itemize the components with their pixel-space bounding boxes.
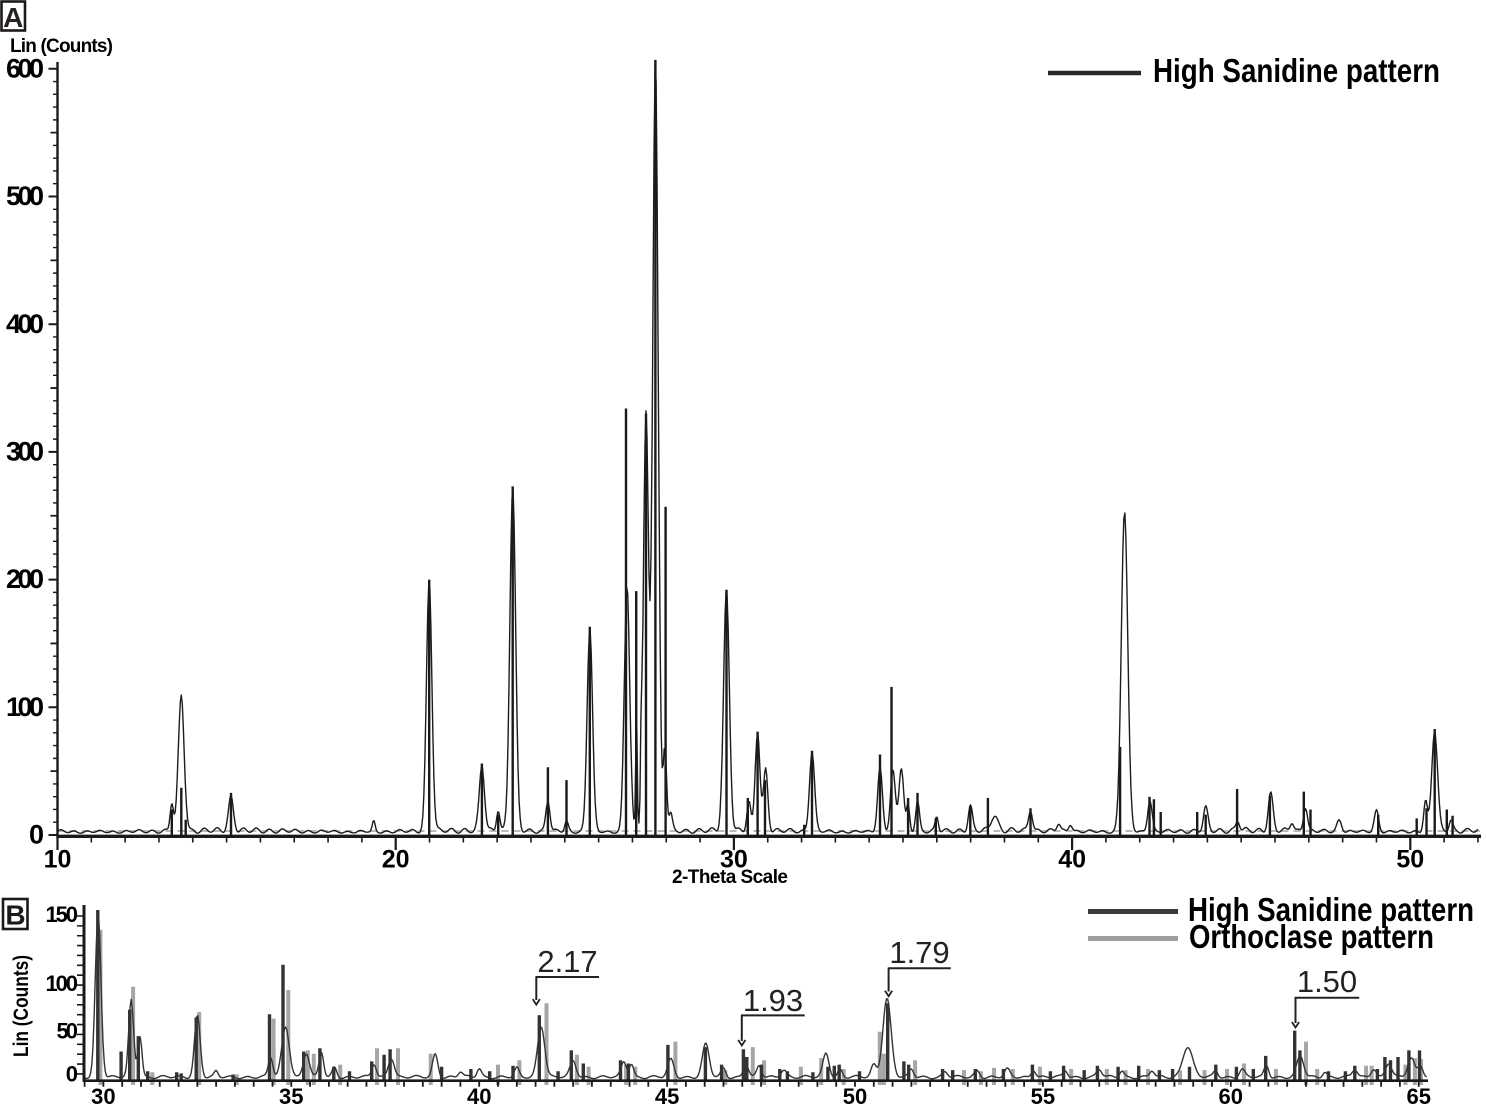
svg-text:30: 30 — [91, 1084, 115, 1109]
svg-text:600: 600 — [6, 53, 44, 83]
svg-text:200: 200 — [6, 564, 44, 594]
svg-text:1.79: 1.79 — [889, 935, 949, 970]
svg-text:2.17: 2.17 — [537, 944, 597, 979]
svg-text:40: 40 — [467, 1084, 491, 1109]
svg-text:50: 50 — [57, 1019, 79, 1044]
svg-text:35: 35 — [279, 1084, 303, 1109]
svg-text:50: 50 — [1396, 846, 1424, 874]
svg-text:Orthoclase pattern: Orthoclase pattern — [1189, 918, 1434, 955]
svg-text:0: 0 — [66, 1062, 78, 1087]
svg-text:High Sanidine pattern: High Sanidine pattern — [1188, 891, 1474, 928]
svg-text:60: 60 — [1219, 1084, 1243, 1109]
svg-text:20: 20 — [382, 846, 410, 874]
svg-text:30: 30 — [720, 846, 748, 874]
svg-text:1.50: 1.50 — [1297, 964, 1357, 999]
svg-text:A: A — [3, 2, 23, 33]
svg-text:B: B — [5, 900, 25, 931]
svg-text:100: 100 — [6, 692, 44, 722]
svg-text:50: 50 — [843, 1084, 867, 1109]
svg-text:40: 40 — [1058, 846, 1086, 874]
svg-text:Lin (Counts): Lin (Counts) — [10, 36, 113, 57]
svg-text:1.93: 1.93 — [743, 983, 803, 1018]
svg-text:45: 45 — [655, 1084, 679, 1109]
svg-text:High Sanidine pattern: High Sanidine pattern — [1153, 52, 1440, 89]
svg-text:10: 10 — [44, 846, 72, 874]
svg-text:300: 300 — [6, 437, 44, 467]
svg-text:400: 400 — [6, 309, 44, 339]
svg-text:Lin (Counts): Lin (Counts) — [10, 955, 33, 1057]
svg-text:0: 0 — [29, 820, 44, 850]
svg-text:65: 65 — [1406, 1084, 1430, 1109]
svg-text:150: 150 — [46, 902, 79, 927]
svg-text:2-Theta Scale: 2-Theta Scale — [672, 867, 788, 888]
svg-text:500: 500 — [6, 181, 44, 211]
svg-text:100: 100 — [46, 971, 79, 996]
svg-text:55: 55 — [1031, 1084, 1055, 1109]
